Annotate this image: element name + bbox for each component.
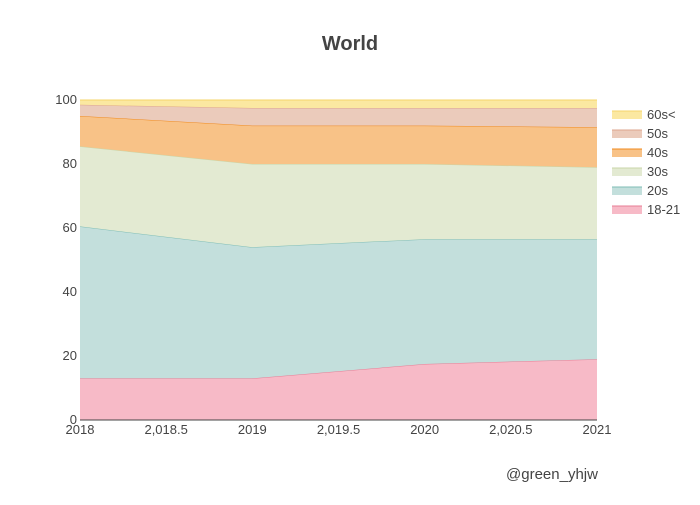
x-tick-label: 2,019.5 xyxy=(317,422,360,437)
legend-swatch xyxy=(612,149,642,157)
y-tick-label: 80 xyxy=(63,156,77,171)
area-30s[interactable] xyxy=(80,146,597,248)
x-tick-label: 2018 xyxy=(66,422,95,437)
legend-label: 18-21 xyxy=(647,202,680,217)
legend-label: 30s xyxy=(647,164,668,179)
legend-swatch xyxy=(612,187,642,195)
legend-swatch xyxy=(612,130,642,138)
watermark: @green_yhjw xyxy=(506,466,598,483)
area-50s[interactable] xyxy=(80,104,597,128)
legend-label: 60s< xyxy=(647,107,676,122)
legend-item-50s[interactable]: 50s xyxy=(612,126,668,141)
y-tick-label: 20 xyxy=(63,348,77,363)
area-18-21[interactable] xyxy=(80,359,597,420)
legend: 60s< 50s 40s 30s 20s 18-21 xyxy=(612,107,680,217)
y-tick-label: 40 xyxy=(63,284,77,299)
x-tick-label: 2020 xyxy=(410,422,439,437)
y-tick-label: 0 xyxy=(70,412,77,427)
legend-label: 20s xyxy=(647,183,668,198)
x-tick-label: 2,018.5 xyxy=(144,422,187,437)
x-tick-label: 2,020.5 xyxy=(489,422,532,437)
y-tick-label: 100 xyxy=(55,92,77,107)
x-tick-label: 2019 xyxy=(238,422,267,437)
area-40s[interactable] xyxy=(80,116,597,168)
legend-item-60s[interactable]: 60s< xyxy=(612,107,676,122)
area-20s[interactable] xyxy=(80,226,597,379)
legend-label: 50s xyxy=(647,126,668,141)
legend-swatch xyxy=(612,168,642,176)
legend-swatch xyxy=(612,206,642,214)
legend-item-40s[interactable]: 40s xyxy=(612,145,668,160)
chart-title: World xyxy=(322,33,378,55)
axes: 2018 2,018.5 2019 2,019.5 2020 2,020.5 2021 0 20… xyxy=(55,92,611,437)
area-60s[interactable] xyxy=(80,100,597,108)
legend-item-30s[interactable]: 30s xyxy=(612,164,668,179)
legend-label: 40s xyxy=(647,145,668,160)
plot-area xyxy=(79,99,598,420)
x-tick-label: 2021 xyxy=(583,422,612,437)
legend-swatch xyxy=(612,111,642,119)
legend-item-20s[interactable]: 20s xyxy=(612,183,668,198)
legend-item-18-21[interactable]: 18-21 xyxy=(612,202,680,217)
y-tick-label: 60 xyxy=(63,220,77,235)
